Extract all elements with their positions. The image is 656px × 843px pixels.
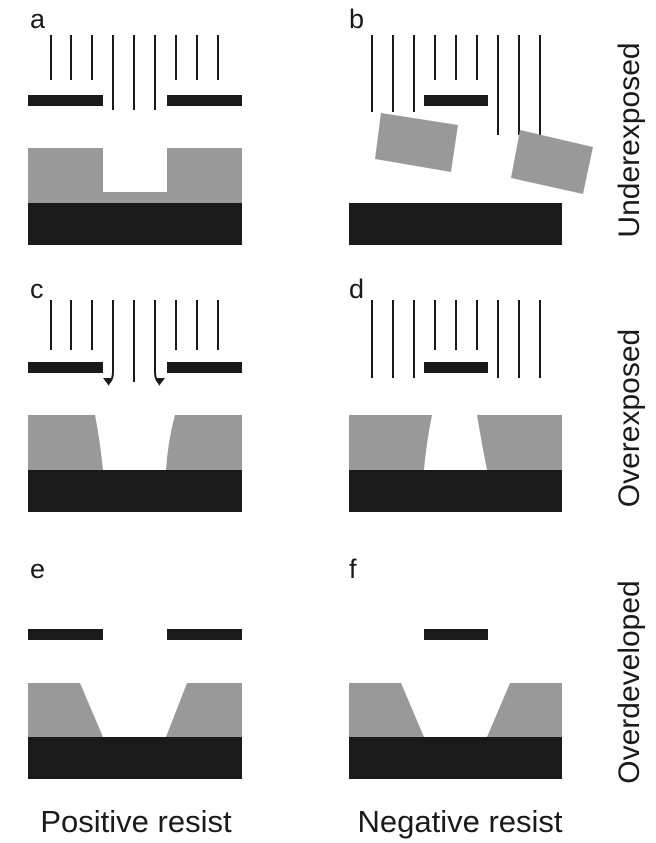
scattered-light-ray [107,300,114,385]
mask-bar [167,362,242,373]
substrate [349,470,562,512]
panel-f: f [349,554,562,779]
mask-bar [28,629,103,640]
mask-bar [167,95,242,106]
resist-layer [28,148,242,203]
resist-layer [349,415,432,470]
mask-bar [424,629,488,640]
substrate [28,203,242,245]
substrate [349,737,562,779]
light-rays-b [371,35,541,135]
panel-a: a [28,4,242,245]
substrate [28,737,242,779]
panel-letter-b: b [349,4,364,34]
panel-letter-f: f [349,554,357,584]
row-label-overdeveloped: Overdeveloped [613,580,646,783]
mask-bar [424,95,488,106]
panel-c: c [28,274,242,512]
row-label-underexposed: Underexposed [613,42,646,237]
mask-bar [28,95,103,106]
panel-e: e [28,554,242,779]
resist-layer [166,683,242,737]
panel-letter-d: d [349,274,364,304]
resist-layer [487,683,562,737]
caption-positive-resist: Positive resist [40,804,232,839]
arrowhead [157,378,165,386]
light-rays-d [371,300,541,378]
lifted-resist-fragment [511,130,593,194]
resist-layer [349,683,424,737]
panel-d: d [349,274,562,512]
substrate [28,470,242,512]
caption-negative-resist: Negative resist [357,804,562,839]
substrate [349,203,562,245]
mask-bar [167,629,242,640]
lifted-resist-fragment [375,113,458,172]
mask-bar [28,362,103,373]
scattered-light-ray [154,300,161,385]
resist-layer [166,415,242,470]
arrowhead [103,378,111,386]
light-rays-a [50,35,219,110]
mask-bar [424,362,488,373]
row-label-overexposed: Overexposed [613,329,646,507]
resist-layer [477,415,562,470]
panel-b: b [349,4,593,245]
resist-layer [28,683,103,737]
resist-layer [28,415,103,470]
panel-letter-c: c [30,274,44,304]
panel-letter-e: e [30,554,45,584]
panel-letter-a: a [30,4,46,34]
